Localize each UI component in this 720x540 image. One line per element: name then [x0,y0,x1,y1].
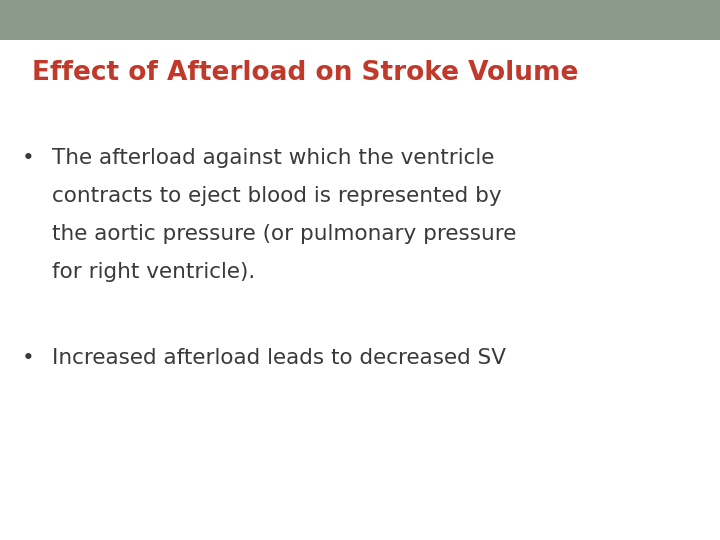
Text: The afterload against which the ventricle: The afterload against which the ventricl… [52,148,495,168]
Text: Effect of Afterload on Stroke Volume: Effect of Afterload on Stroke Volume [32,60,578,86]
Text: the aortic pressure (or pulmonary pressure: the aortic pressure (or pulmonary pressu… [52,224,516,244]
Text: Increased afterload leads to decreased SV: Increased afterload leads to decreased S… [52,348,506,368]
Text: for right ventricle).: for right ventricle). [52,262,256,282]
Text: •: • [22,348,35,368]
Bar [0,0,720,40]
Text: contracts to eject blood is represented by: contracts to eject blood is represented … [52,186,502,206]
Text: •: • [22,148,35,168]
